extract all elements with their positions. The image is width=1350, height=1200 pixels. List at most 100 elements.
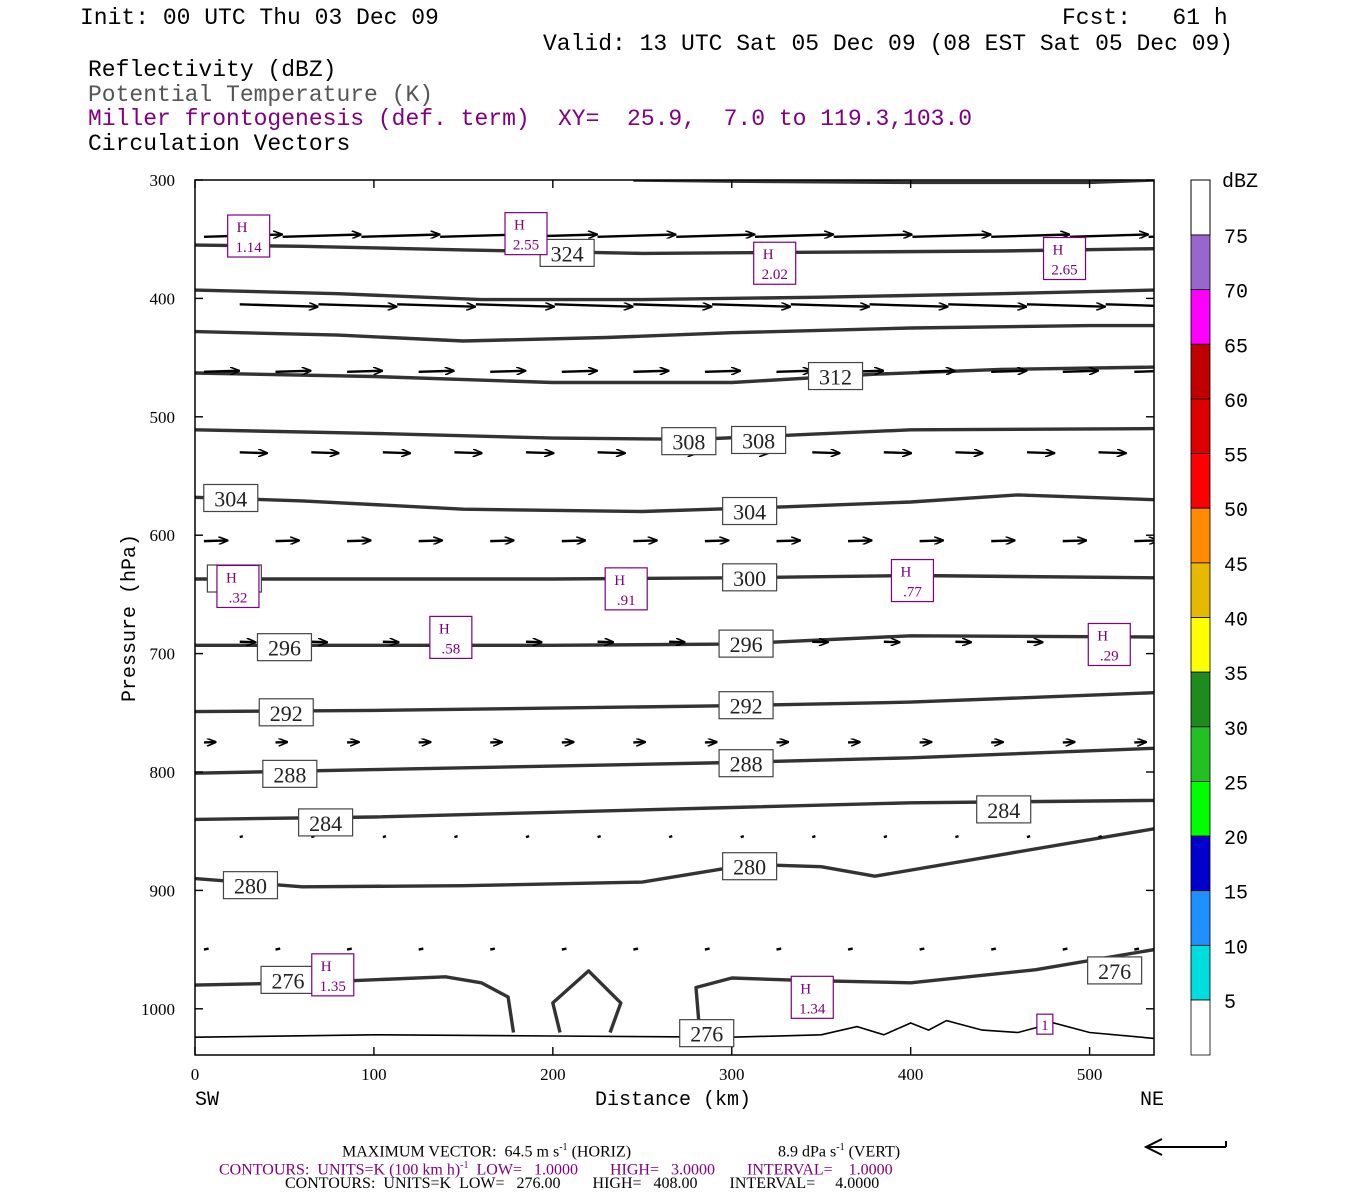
contour-label-box (262, 759, 318, 788)
vector-arrow (525, 834, 530, 839)
frontogenesis-max-value: 1.35 (320, 979, 346, 995)
frontogenesis-max-marker: H 1.35 (311, 953, 355, 997)
theta-contour-300 (195, 573, 1154, 581)
vector-arrow (712, 304, 790, 306)
vector-arrow (275, 947, 281, 951)
frontogenesis-max-marker: H .91 (604, 567, 648, 611)
colorbar-cell (1190, 671, 1211, 728)
vector-arrow (418, 947, 424, 951)
colorbar-top-cell (1190, 179, 1211, 236)
vector-arrow (704, 540, 728, 541)
vector-arrow (919, 540, 943, 541)
field-frontogenesis: Miller frontogenesis (def. term) (88, 106, 530, 132)
forecast-hour: Fcst: 61 h (1062, 5, 1228, 31)
vector-arrow (633, 540, 656, 541)
surface-pressure-line (195, 1019, 1154, 1040)
vector-arrow (418, 540, 442, 541)
contour-label-text: 308 (672, 430, 705, 455)
vector-arrow (1069, 234, 1148, 236)
contour-label-308: 308 (730, 425, 787, 455)
contour-label-text: 280 (733, 855, 766, 880)
frontogenesis-max-letter: H (321, 959, 332, 975)
y-tick-label: 400 (150, 289, 176, 308)
vector-arrow (1062, 947, 1068, 951)
fronto-range: LOW= 1.0000 HIGH= 3.0000 INTERVAL= 1.000… (468, 1161, 893, 1179)
colorbar-cell (1190, 944, 1211, 1001)
vector-arrow (1026, 304, 1105, 306)
frontogenesis-max-value: 2.02 (762, 267, 788, 283)
y-tick-label: 900 (150, 881, 176, 900)
frontogenesis-max-value: .29 (1100, 648, 1119, 664)
max-vector-vert: 8.9 dPa s-1 (VERT) (778, 1139, 900, 1161)
frontogenesis-max-box (790, 975, 834, 1019)
vector-arrow (919, 947, 925, 951)
vector-arrow (397, 304, 475, 306)
y-tick-label: 600 (150, 526, 176, 545)
frontogenesis-max-marker: H .58 (429, 615, 473, 659)
frontogenesis-max-box (1042, 236, 1087, 281)
frontogenesis-max-letter: H (514, 218, 525, 234)
contour-label-text: 304 (214, 486, 247, 511)
frontogenesis-max-box (429, 615, 473, 659)
colorbar-cell (1190, 343, 1211, 400)
vector-arrow (1105, 303, 1154, 307)
vector-arrow (676, 234, 754, 236)
circulation-vectors (203, 234, 1154, 951)
theta-contour-276 (551, 969, 623, 1034)
vector-arrow (597, 452, 625, 453)
colorbar-level-label: 45 (1224, 555, 1248, 578)
vector-arrow (869, 304, 948, 306)
theta-contour-324 (195, 243, 1154, 256)
y-tick-label: 700 (150, 645, 176, 664)
contour-label-text: 312 (819, 365, 852, 390)
frontogenesis-max-letter: H (800, 981, 811, 997)
contour-label-box (661, 427, 717, 456)
vector-arrow (776, 947, 782, 951)
vector-arrow (490, 371, 525, 372)
contour-label-276: 276 (679, 1019, 735, 1048)
max-vector-horiz: MAXIMUM VECTOR: 64.5 m s-1 (HORIZ) (342, 1139, 631, 1161)
vector-arrow (239, 452, 267, 453)
vector-arrow (597, 834, 602, 839)
vector-arrow (811, 834, 816, 839)
frontogenesis-max-box (216, 564, 260, 609)
x-tick-label: 500 (1077, 1065, 1103, 1084)
plot-frame (194, 179, 1155, 1056)
contour-label-276: 276 (1087, 956, 1143, 985)
vector-arrow (912, 234, 990, 236)
vector-arrow (704, 947, 710, 951)
colorbar-cell (1190, 835, 1211, 892)
plot-area (195, 180, 1154, 1040)
frontogenesis-max-letter: H (900, 565, 911, 581)
vector-arrow (382, 834, 387, 839)
colorbar-level-label: 55 (1224, 446, 1248, 469)
vector-arrow (776, 540, 799, 541)
theta-contour-320 (195, 288, 1154, 302)
cross-section-endpoints: XY= 25.9, 7.0 to 119.3,103.0 (558, 106, 973, 132)
y-axis-label: Pressure (hPa) (119, 534, 142, 702)
contour-label-text: 276 (272, 968, 305, 993)
frontogenesis-max-box (1087, 622, 1131, 667)
vector-arrow (597, 234, 676, 236)
colorbar-cell (1190, 398, 1211, 454)
axes: 0 100 200 300 400 500 300 400 500 600 700 800 900 100… (141, 171, 1154, 1084)
frontogenesis-max-marker: H 1.14 (227, 214, 271, 258)
contour-labels: 3243123083083043043003002962962922922882… (203, 238, 1143, 1048)
frontogenesis-maxima: H 1.14 H 2.55 H 2.02 H 2.65 H .32 H .91 H .77 H .58 H .29… (216, 212, 1131, 1035)
colorbar-level-label: 40 (1224, 610, 1248, 633)
fronto-units: CONTOURS: UNITS=K (100 km h) (219, 1161, 461, 1179)
contour-label-300: 300 (722, 563, 778, 592)
contour-label-text: 288 (273, 762, 306, 787)
frontogenesis-max-value: .91 (617, 593, 636, 609)
contour-label-text: 280 (234, 874, 267, 899)
vector-arrow (633, 304, 711, 306)
vector-arrow (776, 371, 811, 372)
contour-label-box (807, 361, 864, 391)
colorbar-level-label: 65 (1224, 336, 1248, 359)
colorbar-cell (1190, 453, 1211, 509)
fronto-units-exponent: -1 (460, 1160, 469, 1171)
contour-label-text: 308 (742, 428, 775, 453)
vector-arrow (883, 834, 888, 839)
frontogenesis-max-letter: H (614, 573, 625, 589)
